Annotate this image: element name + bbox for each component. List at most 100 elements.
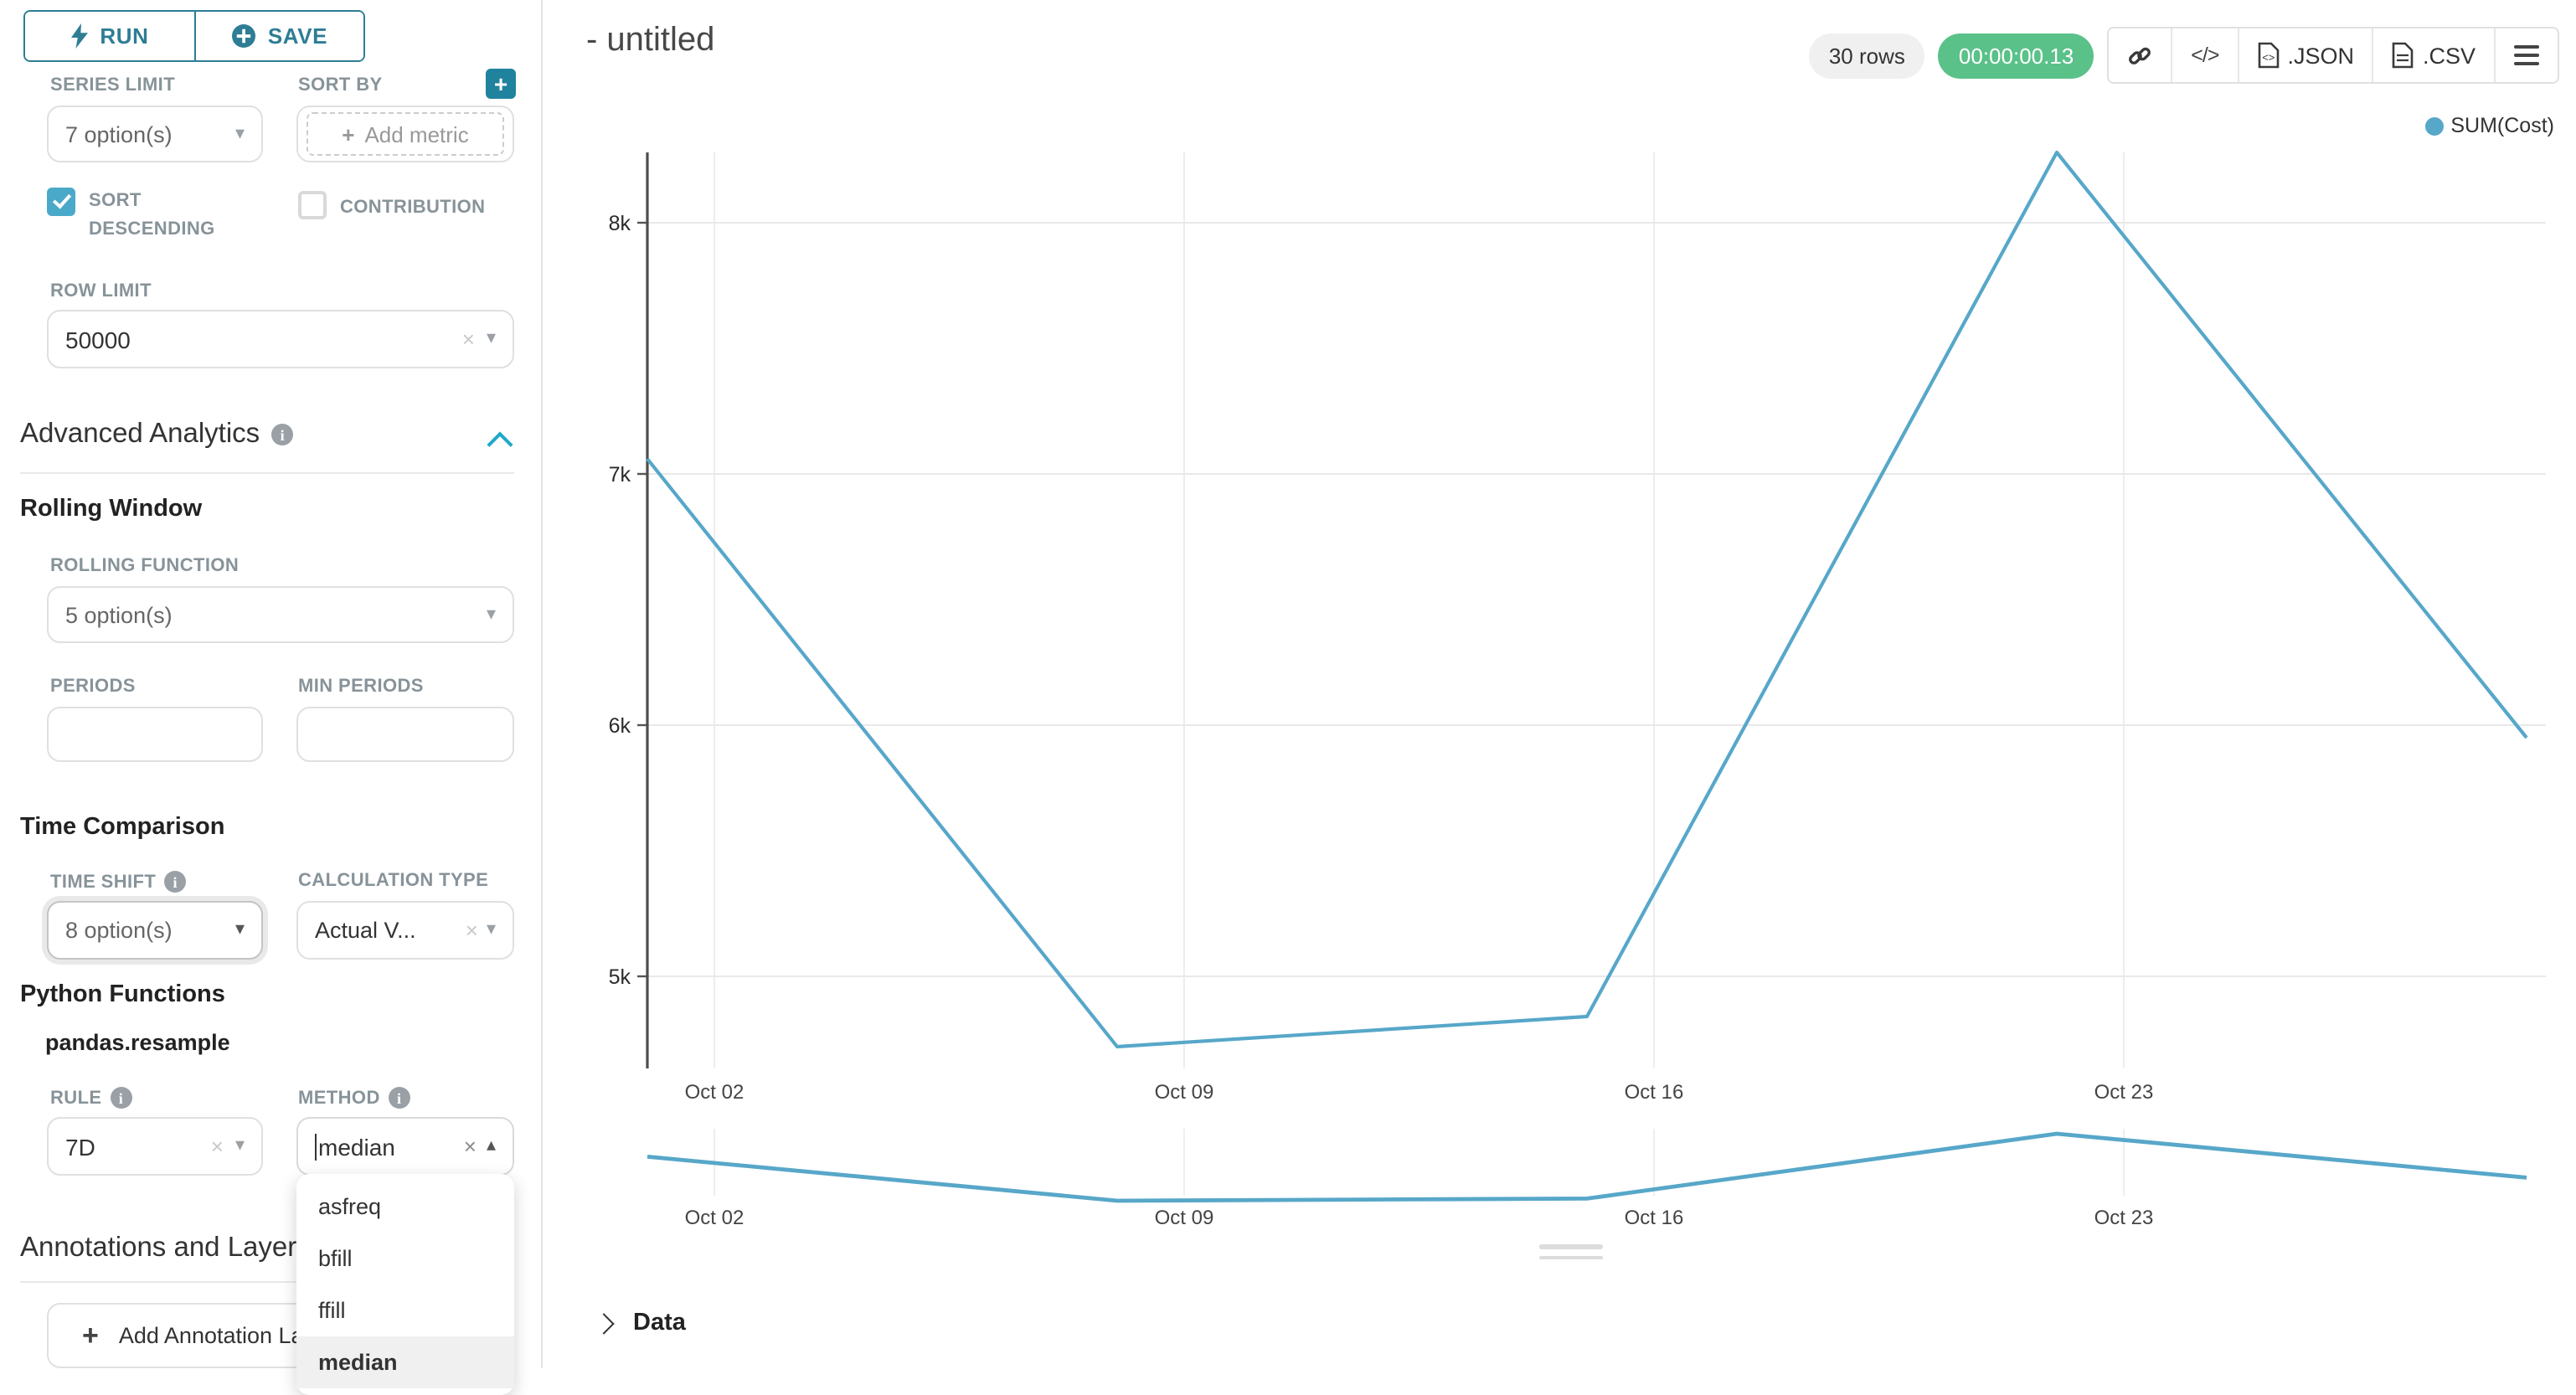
method-dropdown-list: asfreq bfill ffill median — [296, 1174, 514, 1395]
min-periods-input[interactable] — [296, 707, 514, 762]
csv-file-icon — [2393, 42, 2414, 69]
menu-button[interactable] — [2494, 28, 2558, 82]
data-panel-toggle[interactable]: Data — [593, 1310, 686, 1336]
time-shift-label: TIME SHIFT i — [50, 871, 187, 893]
add-metric-button[interactable]: + Add metric — [307, 112, 504, 156]
rolling-function-select[interactable]: 5 option(s) ▾ — [47, 586, 514, 643]
sort-descending-checkbox[interactable] — [47, 188, 75, 216]
time-shift-label-text: TIME SHIFT — [50, 872, 157, 892]
add-metric-label: Add metric — [364, 121, 469, 147]
row-limit-value: 50000 — [65, 326, 131, 353]
caret-down-icon: ▾ — [486, 604, 496, 624]
svg-text:6k: 6k — [609, 714, 631, 738]
series-limit-value: 7 option(s) — [65, 121, 173, 147]
hamburger-menu-icon — [2514, 44, 2539, 66]
caret-down-icon: ▾ — [486, 919, 496, 939]
csv-label: .CSV — [2422, 43, 2476, 68]
time-comparison-title: Time Comparison — [20, 814, 225, 841]
clear-icon[interactable]: × — [210, 1134, 224, 1159]
export-button-group: </> <> .JSON .CSV — [2107, 27, 2559, 84]
query-timer-badge: 00:00:00.13 — [1938, 33, 2094, 78]
legend-item-sum-cost[interactable]: SUM(Cost) — [2425, 114, 2554, 137]
rows-count-badge: 30 rows — [1808, 33, 1925, 78]
svg-text:Oct 16: Oct 16 — [1625, 1081, 1684, 1104]
plus-icon: + — [82, 1319, 99, 1351]
svg-text:Oct 23: Oct 23 — [2094, 1207, 2154, 1229]
legend-label: SUM(Cost) — [2450, 114, 2554, 137]
json-label: .JSON — [2287, 43, 2354, 68]
method-label: METHOD i — [298, 1087, 410, 1109]
export-csv-button[interactable]: .CSV — [2372, 28, 2494, 82]
run-save-button-group: RUN SAVE — [23, 10, 365, 62]
add-sort-plus-button[interactable]: + — [486, 69, 516, 99]
clear-icon[interactable]: × — [461, 327, 475, 352]
text-cursor — [315, 1133, 317, 1160]
caret-down-icon: ▾ — [234, 1135, 245, 1156]
json-file-icon: <> — [2258, 42, 2279, 69]
info-icon[interactable]: i — [110, 1087, 132, 1109]
advanced-analytics-header: Advanced Analytics i — [20, 419, 294, 450]
method-option-median[interactable]: median — [296, 1336, 514, 1388]
series-limit-label: SERIES LIMIT — [50, 75, 176, 95]
control-panel-sidebar: RUN SAVE SERIES LIMIT SORT BY + 7 option… — [0, 0, 543, 1395]
contribution-label: CONTRIBUTION — [340, 198, 486, 218]
rule-select[interactable]: 7D × ▾ — [47, 1117, 263, 1176]
method-option-bfill[interactable]: bfill — [318, 1246, 353, 1271]
method-option-asfreq[interactable]: asfreq — [318, 1194, 382, 1219]
export-json-button[interactable]: <> .JSON — [2237, 28, 2372, 82]
section-divider — [20, 472, 514, 474]
panel-resize-handle[interactable] — [1539, 1244, 1603, 1259]
annotations-title: Annotations and Layers — [20, 1233, 311, 1263]
section-divider — [20, 1281, 514, 1283]
rule-label-text: RULE — [50, 1088, 102, 1108]
info-icon[interactable]: i — [164, 871, 187, 893]
svg-text:5k: 5k — [609, 965, 631, 989]
clear-icon[interactable]: × — [465, 918, 478, 943]
series-limit-select[interactable]: 7 option(s) ▾ — [47, 106, 263, 162]
method-label-text: METHOD — [298, 1088, 380, 1108]
rule-value: 7D — [65, 1133, 95, 1160]
time-shift-select[interactable]: 8 option(s) ▾ — [47, 901, 263, 960]
method-value: median — [318, 1133, 395, 1160]
plus-icon: + — [493, 70, 508, 97]
contribution-checkbox[interactable] — [298, 191, 327, 219]
calculation-type-select[interactable]: Actual V... × ▾ — [296, 901, 514, 960]
svg-text:<>: <> — [2262, 51, 2275, 64]
svg-text:Oct 09: Oct 09 — [1155, 1207, 1214, 1229]
info-icon[interactable]: i — [271, 424, 294, 445]
copy-link-button[interactable] — [2109, 28, 2172, 82]
data-panel-title: Data — [633, 1310, 686, 1336]
svg-text:Oct 23: Oct 23 — [2094, 1081, 2154, 1104]
chart-title[interactable]: - untitled — [586, 22, 715, 59]
caret-down-icon: ▾ — [234, 123, 245, 143]
periods-input[interactable] — [47, 707, 263, 762]
run-button[interactable]: RUN — [25, 12, 193, 60]
time-shift-value: 8 option(s) — [65, 918, 173, 943]
info-icon[interactable]: i — [388, 1087, 410, 1109]
collapse-chevron-up-icon[interactable] — [487, 431, 513, 458]
sort-by-select[interactable]: + Add metric — [296, 106, 514, 162]
svg-text:Oct 09: Oct 09 — [1155, 1081, 1214, 1104]
svg-text:Oct 16: Oct 16 — [1625, 1207, 1684, 1229]
plus-icon: + — [342, 121, 355, 147]
rolling-window-title: Rolling Window — [20, 496, 203, 522]
chart-canvas[interactable]: Oct 02 Oct 09 Oct 16 Oct 23 8k 7k 6k 5k Oct 02 Oc… — [543, 0, 2576, 1368]
save-button[interactable]: SAVE — [193, 12, 363, 60]
row-limit-select[interactable]: 50000 × ▾ — [47, 310, 514, 368]
save-button-label: SAVE — [267, 23, 328, 49]
caret-down-icon: ▾ — [234, 919, 245, 939]
lightning-bolt-icon — [70, 23, 88, 49]
svg-text:8k: 8k — [609, 212, 631, 235]
method-combobox[interactable]: median × ▴ — [296, 1117, 514, 1176]
header-actions: 30 rows 00:00:00.13 </> — [1808, 27, 2559, 84]
method-option-ffill[interactable]: ffill — [318, 1298, 346, 1323]
clear-icon[interactable]: × — [463, 1134, 477, 1159]
rolling-function-label: ROLLING FUNCTION — [50, 556, 240, 576]
embed-code-button[interactable]: </> — [2171, 28, 2238, 82]
rolling-function-value: 5 option(s) — [65, 602, 173, 627]
rule-label: RULE i — [50, 1087, 132, 1109]
run-button-label: RUN — [100, 23, 149, 49]
chevron-right-icon — [593, 1312, 615, 1334]
legend-dot — [2425, 116, 2445, 135]
